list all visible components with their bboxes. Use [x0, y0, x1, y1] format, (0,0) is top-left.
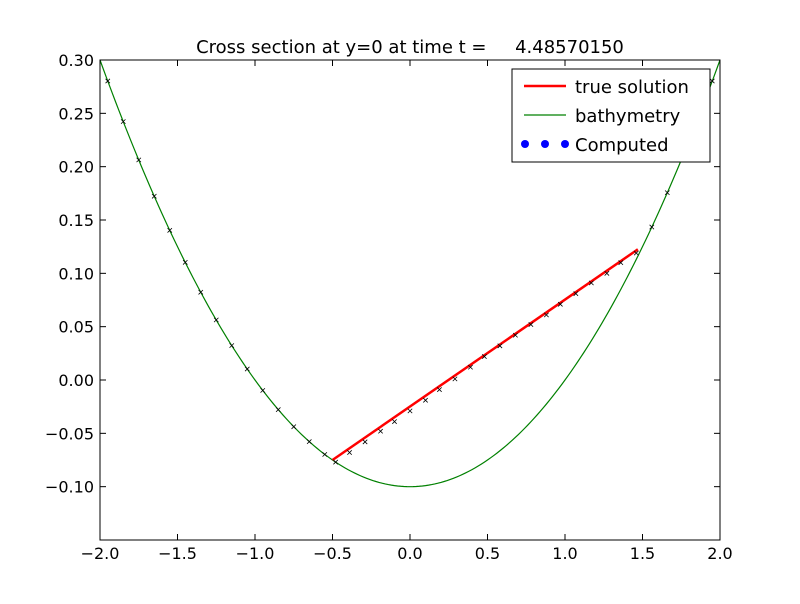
computed-point — [649, 224, 655, 230]
computed-point — [481, 354, 487, 360]
computed-point — [347, 450, 353, 456]
computed-point — [557, 301, 563, 307]
y-tick-label: −0.10 — [45, 478, 94, 497]
legend-label-computed: Computed — [575, 135, 669, 156]
computed-point — [618, 260, 624, 266]
bathymetry-curve — [100, 60, 720, 488]
computed-point — [588, 280, 594, 286]
legend-label-true-solution: true solution — [575, 77, 689, 98]
computed-point — [709, 78, 715, 84]
y-tick-label: 0.05 — [58, 318, 94, 337]
x-tick-label: −1.5 — [158, 544, 197, 563]
y-tick-label: 0.10 — [58, 264, 94, 283]
computed-point — [512, 332, 518, 338]
computed-point — [467, 364, 473, 370]
computed-point — [198, 289, 204, 295]
computed-point — [260, 387, 266, 393]
y-tick-label: −0.05 — [45, 424, 94, 443]
computed-point — [136, 157, 142, 163]
x-tick-label: −0.5 — [313, 544, 352, 563]
y-tick-label: 0.25 — [58, 104, 94, 123]
plot-area — [100, 60, 720, 488]
computed-point — [322, 451, 328, 457]
x-tick-label: −2.0 — [81, 544, 120, 563]
computed-point — [407, 408, 413, 414]
legend-label-bathymetry: bathymetry — [575, 106, 681, 127]
y-tick-label: 0.15 — [58, 211, 94, 230]
computed-point — [306, 439, 312, 445]
computed-point — [423, 397, 428, 403]
true-solution-line — [331, 248, 639, 462]
legend-swatch-computed-dot-1 — [521, 140, 529, 148]
x-tick-label: 2.0 — [707, 544, 732, 563]
x-tick-label: 0.0 — [397, 544, 422, 563]
computed-point — [604, 270, 610, 276]
y-axis: −0.10 −0.05 0.00 0.05 0.10 0.15 0.20 0.25 0.30 — [45, 51, 720, 497]
computed-point — [291, 424, 297, 430]
legend-swatch-computed-dot-2 — [541, 140, 549, 148]
x-tick-label: 1.0 — [552, 544, 577, 563]
computed-point — [244, 366, 250, 372]
y-tick-label: 0.20 — [58, 158, 94, 177]
chart-title: Cross section at y=0 at time t = 4.48570… — [196, 37, 624, 58]
x-tick-label: −1.0 — [236, 544, 275, 563]
computed-point — [333, 459, 339, 465]
computed-point — [573, 291, 579, 297]
computed-point — [362, 439, 368, 445]
computed-point — [105, 78, 111, 84]
computed-point — [275, 407, 281, 413]
legend: true solution bathymetry Computed — [511, 68, 711, 163]
computed-point — [167, 227, 173, 233]
computed-point — [213, 317, 219, 323]
x-axis: −2.0 −1.5 −1.0 −0.5 0.0 0.5 1.0 1.5 2.0 — [81, 60, 733, 563]
x-tick-label: 0.5 — [475, 544, 500, 563]
y-tick-label: 0.00 — [58, 371, 94, 390]
computed-point — [497, 343, 503, 349]
computed-point — [633, 250, 639, 256]
computed-point — [452, 376, 458, 382]
computed-point — [151, 193, 157, 199]
computed-point — [182, 259, 188, 265]
series-layer — [100, 60, 720, 488]
computed-point — [378, 428, 384, 434]
legend-swatch-computed-dot-3 — [561, 140, 569, 148]
computed-point — [229, 343, 235, 349]
computed-point — [664, 190, 670, 196]
y-tick-label: 0.30 — [58, 51, 94, 70]
computed-point — [436, 387, 442, 393]
computed-point — [120, 119, 126, 125]
computed-point — [543, 312, 549, 318]
computed-point — [528, 322, 534, 328]
x-tick-label: 1.5 — [630, 544, 655, 563]
computed-point — [392, 419, 397, 425]
